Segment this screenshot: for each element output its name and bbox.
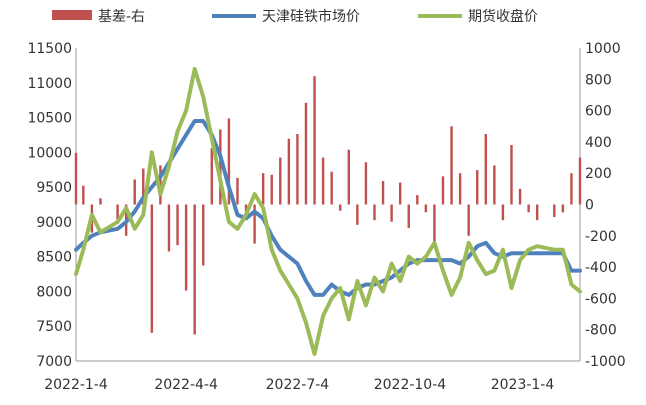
basis-bar (116, 204, 119, 224)
y-left-tick-label: 11500 (27, 41, 72, 57)
series-lines (74, 66, 582, 356)
legend-label-futures: 期货收盘价 (468, 8, 538, 25)
basis-bars (74, 76, 582, 335)
series-line-futures (74, 66, 582, 356)
y-left-tick-label: 9500 (36, 180, 72, 196)
basis-bar (493, 165, 496, 205)
basis-bar (236, 177, 239, 205)
y-right-tick-label: 800 (585, 72, 612, 88)
x-tick-label: 2023-1-4 (491, 377, 555, 393)
y-right-tick-label: -1000 (585, 354, 626, 370)
tick-labels: 7000750080008500900095001000010500110001… (27, 41, 625, 393)
y-left-tick-label: 7500 (36, 319, 72, 335)
basis-bar (518, 188, 522, 205)
y-right-tick-label: 200 (585, 166, 612, 182)
basis-bar (347, 149, 350, 205)
basis-bar (484, 134, 488, 205)
basis-bar (184, 204, 188, 291)
y-right-tick-label: 1000 (585, 41, 621, 57)
y-left-tick-label: 8500 (36, 250, 72, 266)
basis-bar (510, 145, 513, 205)
basis-bar (202, 204, 205, 266)
legend-label-spot: 天津硅铁市场价 (262, 8, 360, 25)
series-line-spot (74, 119, 582, 297)
basis-bar (561, 204, 565, 213)
basis-bar (270, 174, 273, 205)
x-tick-label: 2022-4-4 (154, 377, 218, 393)
basis-bar (527, 204, 530, 213)
basis-bar (356, 204, 359, 225)
basis-bar (304, 102, 308, 205)
basis-bar (167, 204, 171, 252)
y-right-tick-label: -200 (585, 229, 617, 245)
legend: 基差-右 天津硅铁市场价 期货收盘价 (52, 8, 538, 25)
y-left-tick-label: 10000 (27, 145, 72, 161)
basis-bar (553, 204, 556, 218)
basis-bar (74, 152, 78, 205)
basis-bar (142, 168, 145, 205)
basis-bar (570, 173, 573, 205)
basis-bar (296, 134, 299, 205)
basis-bar (476, 170, 479, 205)
basis-bar (416, 195, 419, 205)
y-right-tick-label: 600 (585, 104, 612, 120)
y-right-tick-label: -400 (585, 260, 617, 276)
x-tick-label: 2022-10-4 (374, 377, 447, 393)
basis-bar (373, 204, 376, 221)
basis-bar (193, 204, 196, 335)
basis-bar (321, 157, 325, 205)
y-right-tick-label: 400 (585, 135, 612, 151)
basis-bar (287, 138, 291, 205)
basis-bar (424, 204, 428, 213)
basis-bar (313, 76, 316, 205)
basis-bar (398, 182, 402, 205)
y-right-tick-label: 0 (585, 198, 594, 214)
basis-bar (578, 157, 582, 205)
basis-bar (441, 176, 445, 205)
basis-bar (219, 129, 222, 205)
x-tick-label: 2022-7-4 (266, 377, 330, 393)
basis-bar (176, 204, 179, 246)
y-right-tick-label: -800 (585, 323, 617, 339)
basis-bar (133, 179, 136, 205)
y-left-tick-label: 9000 (36, 215, 72, 231)
y-left-tick-label: 10500 (27, 111, 72, 127)
basis-bar (339, 204, 342, 211)
basis-bar (150, 204, 154, 333)
y-right-tick-label: -600 (585, 291, 617, 307)
basis-bar (261, 173, 265, 205)
basis-bar (450, 126, 453, 205)
basis-bar (82, 185, 85, 205)
basis-bar (279, 157, 282, 205)
basis-bar (227, 118, 231, 205)
basis-bar (253, 204, 256, 244)
basis-bar (99, 198, 102, 205)
basis-bar (390, 204, 393, 222)
basis-bar (535, 204, 539, 221)
legend-swatch-basis (52, 10, 92, 20)
basis-bar (364, 162, 368, 205)
basis-bar (458, 173, 462, 205)
legend-label-basis: 基差-右 (98, 8, 145, 25)
basis-bar (330, 171, 333, 205)
basis-bar (210, 148, 213, 205)
y-left-tick-label: 8000 (36, 284, 72, 300)
basis-bar (407, 204, 410, 228)
y-left-tick-label: 7000 (36, 354, 72, 370)
basis-bar (381, 181, 385, 205)
x-tick-label: 2022-1-4 (44, 377, 108, 393)
basis-bar (501, 204, 505, 221)
y-left-tick-label: 11000 (27, 76, 72, 92)
basis-bar (433, 204, 436, 246)
basis-bar (467, 204, 470, 236)
